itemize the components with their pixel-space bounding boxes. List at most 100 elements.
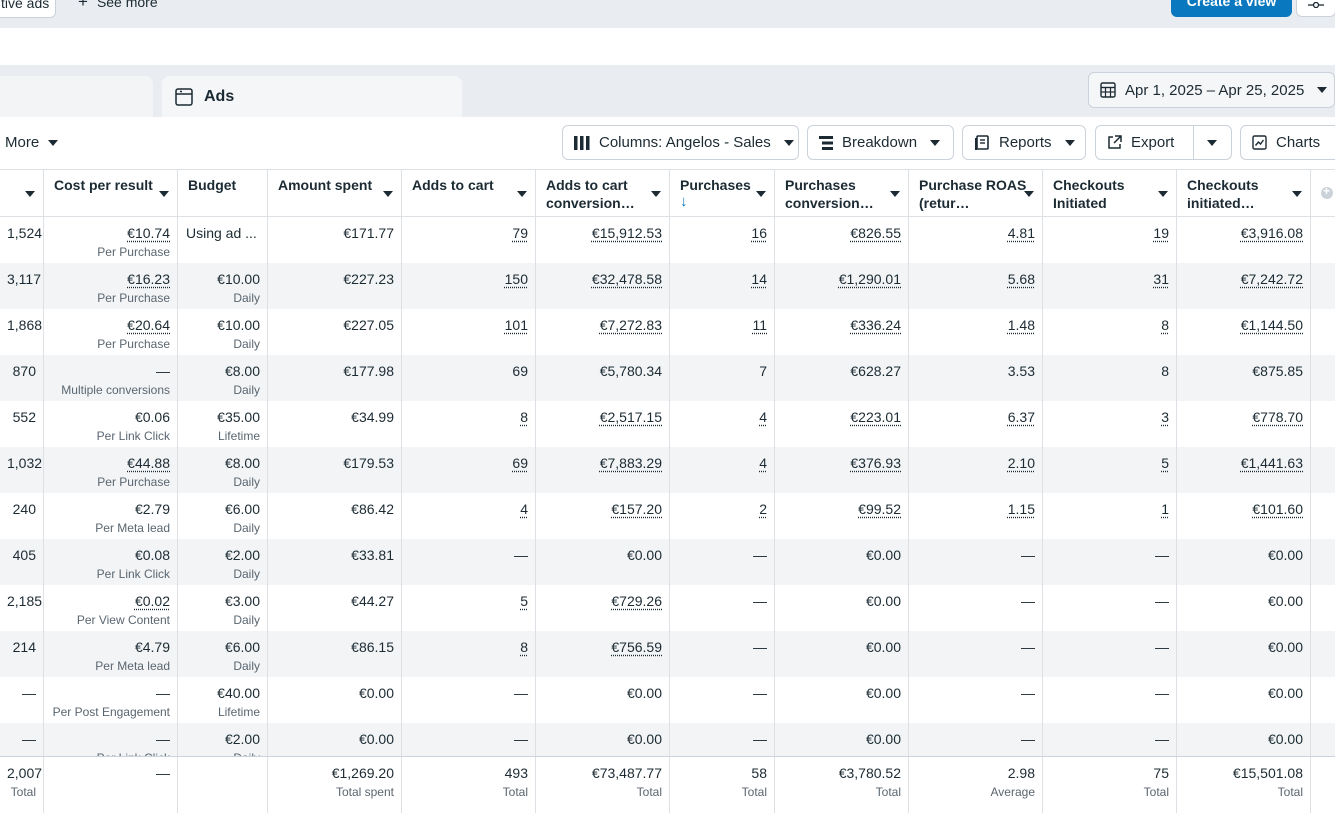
column-menu-chevron-icon[interactable] [890, 191, 900, 197]
charts-button[interactable]: Charts [1240, 125, 1335, 160]
table-cell: €0.00 [775, 539, 909, 585]
cell-value[interactable]: 3 [1161, 409, 1169, 425]
cell-value[interactable]: €826.55 [850, 225, 901, 241]
cell-value[interactable]: €3,916.08 [1241, 225, 1303, 241]
add-column-icon[interactable] [1321, 187, 1333, 199]
date-range-picker[interactable]: Apr 1, 2025 – Apr 25, 2025 [1088, 72, 1335, 108]
cell-value[interactable]: 5 [520, 593, 528, 609]
column-menu-chevron-icon[interactable] [25, 191, 35, 197]
cell-value[interactable]: €1,441.63 [1241, 455, 1303, 471]
filter-chip[interactable]: tive ads [0, 0, 56, 18]
table-cell: €223.01 [775, 401, 909, 447]
column-menu-chevron-icon[interactable] [1158, 191, 1168, 197]
table-cell: 1,868 [0, 309, 44, 355]
column-header[interactable]: Budget [178, 170, 268, 217]
cell-value[interactable]: €7,272.83 [600, 317, 662, 333]
total-cell: 58 Total [670, 757, 775, 813]
cell-value[interactable]: 31 [1153, 271, 1169, 287]
more-button[interactable]: More [5, 134, 58, 151]
cell-value[interactable]: 4 [759, 409, 767, 425]
cell-value[interactable]: 2.10 [1008, 455, 1035, 471]
cell-value[interactable]: 79 [512, 225, 528, 241]
column-header[interactable]: Cost per result [44, 170, 178, 217]
cell-value[interactable]: 8 [520, 639, 528, 655]
cell-value[interactable]: 1.15 [1008, 501, 1035, 517]
cell-value[interactable]: €336.24 [850, 317, 901, 333]
column-header[interactable]: Purchase ROAS (retur… [909, 170, 1043, 217]
column-menu-chevron-icon[interactable] [651, 191, 661, 197]
cell-value[interactable]: 19 [1153, 225, 1169, 241]
cell-value[interactable]: 4 [759, 455, 767, 471]
column-header[interactable]: Checkouts initiated… [1177, 170, 1311, 217]
cell-value[interactable]: 150 [505, 271, 528, 287]
column-header[interactable]: Checkouts Initiated [1043, 170, 1177, 217]
cell-subtext: Per Purchase [51, 334, 170, 354]
cell-value[interactable]: €15,912.53 [592, 225, 662, 241]
cell-value[interactable]: €157.20 [611, 501, 662, 517]
cell-value[interactable]: €1,290.01 [839, 271, 901, 287]
cell-value[interactable]: 1.48 [1008, 317, 1035, 333]
cell-value[interactable]: 1 [1161, 501, 1169, 517]
column-header[interactable]: Adds to cart [402, 170, 536, 217]
cell-value: €227.05 [343, 317, 394, 333]
cell-value[interactable]: 6.37 [1008, 409, 1035, 425]
cell-value[interactable]: 8 [1161, 317, 1169, 333]
see-more-button[interactable]: + See more [78, 0, 158, 10]
columns-button[interactable]: Columns: Angelos - Sales [562, 125, 799, 160]
cell-value[interactable]: €2,517.15 [600, 409, 662, 425]
export-button[interactable]: Export [1095, 125, 1232, 160]
tab-ads[interactable]: Ads [162, 76, 462, 117]
tab-adsets[interactable] [0, 76, 153, 117]
cell-value[interactable]: €44.88 [127, 455, 170, 471]
cell-value[interactable]: 16 [751, 225, 767, 241]
cell-value[interactable]: 101 [505, 317, 528, 333]
settings-button[interactable] [1296, 0, 1335, 17]
cell-value[interactable]: €10.74 [127, 225, 170, 241]
column-menu-chevron-icon[interactable] [1292, 191, 1302, 197]
column-header[interactable]: Purchases conversion… [775, 170, 909, 217]
cell-value[interactable]: 4.81 [1008, 225, 1035, 241]
split-divider [1193, 126, 1194, 159]
cell-value[interactable]: 2 [759, 501, 767, 517]
cell-value[interactable]: €7,883.29 [600, 455, 662, 471]
column-menu-chevron-icon[interactable] [383, 191, 393, 197]
breakdown-button[interactable]: Breakdown [807, 125, 954, 160]
cell-value[interactable]: 5 [1161, 455, 1169, 471]
table-row: 214 €4.79 Per Meta lead €6.00 Daily €86.15 8 €7… [0, 631, 1335, 677]
reports-button[interactable]: Reports [962, 125, 1086, 160]
cell-value[interactable]: 14 [751, 271, 767, 287]
cell-value[interactable]: €756.59 [611, 639, 662, 655]
column-header[interactable]: Adds to cart conversion… [536, 170, 670, 217]
cell-value[interactable]: 8 [520, 409, 528, 425]
cell-value[interactable]: 11 [752, 317, 767, 333]
table-cell: €15,912.53 [536, 217, 670, 263]
column-menu-chevron-icon[interactable] [159, 191, 169, 197]
cell-value[interactable]: 5.68 [1008, 271, 1035, 287]
column-menu-chevron-icon[interactable] [1024, 191, 1034, 197]
cell-value[interactable]: €7,242.72 [1241, 271, 1303, 287]
cell-value: €0.00 [1268, 731, 1303, 747]
cell-value[interactable]: €20.64 [127, 317, 170, 333]
table-cell: €20.64 Per Purchase [44, 309, 178, 355]
column-header[interactable]: Purchases ↓ [670, 170, 775, 217]
cell-value[interactable]: €0.02 [135, 593, 170, 609]
cell-value[interactable]: €376.93 [850, 455, 901, 471]
cell-value[interactable]: €101.60 [1252, 501, 1303, 517]
column-header[interactable]: Amount spent [268, 170, 402, 217]
cell-value[interactable]: €223.01 [850, 409, 901, 425]
export-options-chevron-icon[interactable] [1207, 140, 1217, 146]
cell-value[interactable]: €16.23 [127, 271, 170, 287]
cell-value[interactable]: 4 [520, 501, 528, 517]
cell-value[interactable]: €729.26 [611, 593, 662, 609]
create-view-button[interactable]: Create a view [1171, 0, 1292, 17]
column-menu-chevron-icon[interactable] [756, 191, 766, 197]
cell-value[interactable]: €1,144.50 [1241, 317, 1303, 333]
column-header[interactable] [0, 170, 44, 217]
cell-value[interactable]: €778.70 [1252, 409, 1303, 425]
cell-value[interactable]: 69 [512, 455, 528, 471]
cell-value[interactable]: €99.52 [858, 501, 901, 517]
cell-subtext: Daily [185, 564, 260, 584]
cell-value[interactable]: €32,478.58 [592, 271, 662, 287]
table-cell: 8 [402, 631, 536, 677]
column-menu-chevron-icon[interactable] [517, 191, 527, 197]
